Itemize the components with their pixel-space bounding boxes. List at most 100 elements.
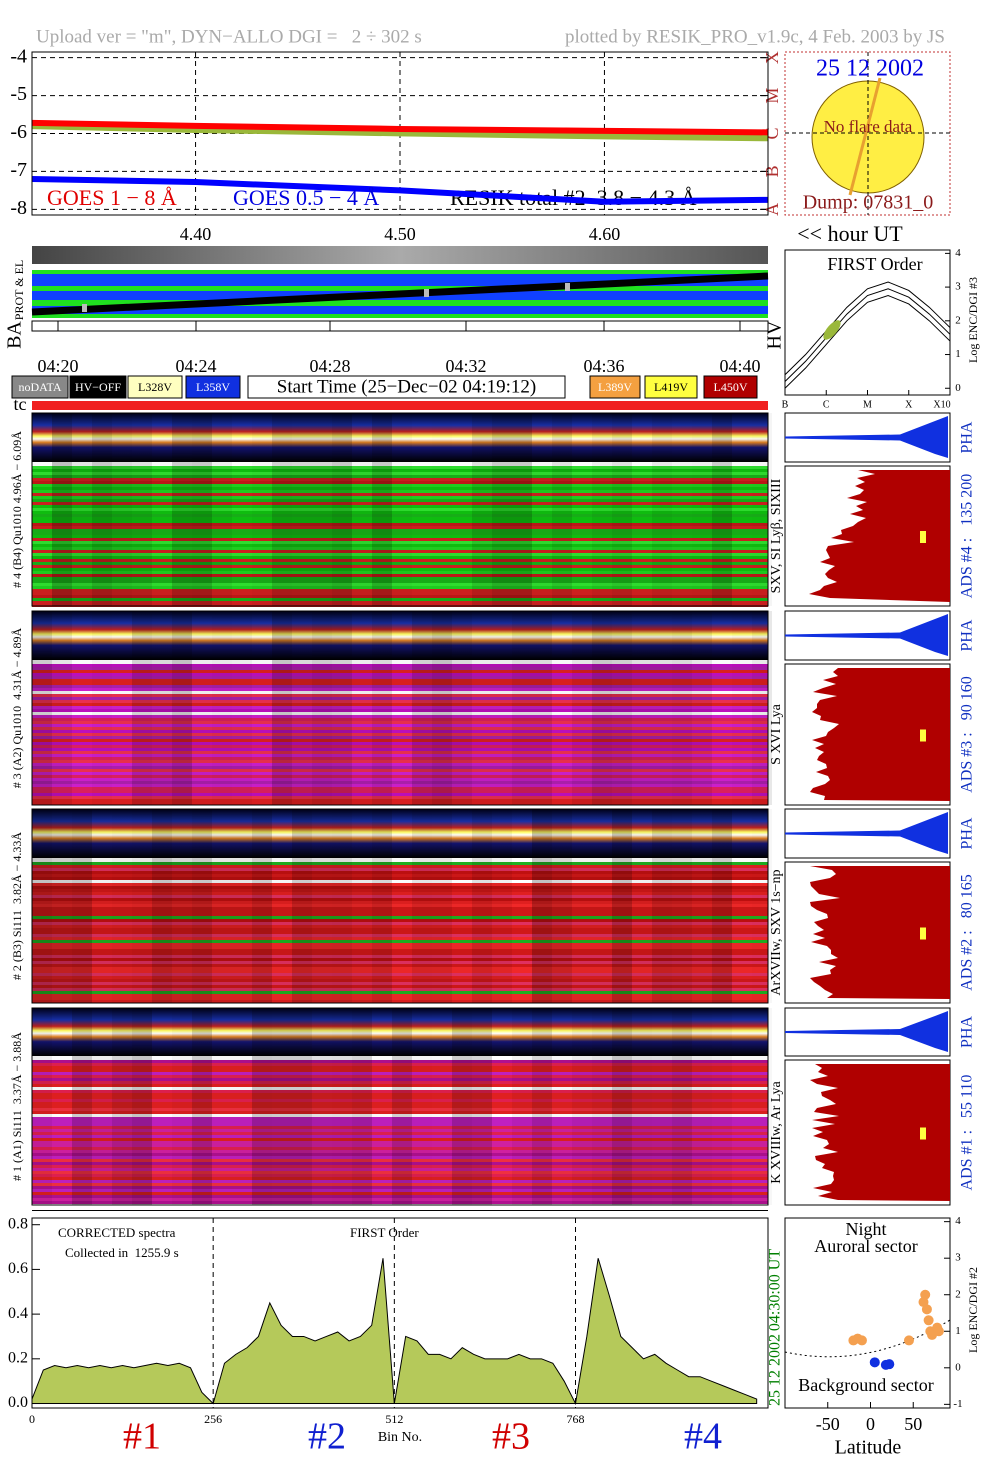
spectrogram-col [632, 809, 652, 1003]
spectrogram-col [752, 611, 772, 805]
plot-frame [31, 51, 769, 216]
spectrogram-col [692, 611, 712, 805]
spectrogram-col [52, 809, 72, 1003]
ads-marker [920, 1127, 926, 1140]
spectrogram-col [352, 809, 372, 1003]
spectrogram-col [632, 611, 652, 805]
y-tick-label: 1 [955, 1325, 961, 1337]
spectrogram-row [32, 781, 768, 784]
scatter-point [903, 1335, 914, 1346]
spectrogram-col [232, 809, 252, 1003]
spectrogram-row [32, 511, 768, 514]
section-label: #3 [492, 1416, 530, 1458]
spectrogram-col [312, 413, 332, 606]
scatter-point [856, 1335, 867, 1346]
spectrogram-row [32, 499, 768, 502]
spectrogram-row [32, 940, 768, 943]
spectrogram-col [652, 1008, 672, 1205]
spectrogram-col [432, 611, 452, 805]
spectrogram-row [32, 508, 768, 511]
spectrogram-col [472, 611, 492, 805]
spectrogram-row [32, 937, 768, 940]
spectrogram-row [32, 790, 768, 793]
spectrogram-col [92, 413, 112, 606]
spectrogram-col [52, 1008, 72, 1205]
annotation: Collected in 1255.9 s [65, 1245, 179, 1260]
plot-bg [785, 250, 950, 395]
spectrogram-col [152, 611, 172, 805]
spectrogram-col [572, 809, 592, 1003]
annotation: CORRECTED spectra [58, 1225, 176, 1240]
y-tick-label: 0.8 [8, 1215, 28, 1232]
detector-label: # 2 (B3) Si111 3.82Å − 4.33Å [10, 832, 24, 981]
spectrogram-col [372, 809, 392, 1003]
time-tick-label: 04:36 [583, 356, 624, 376]
spectrogram-row [32, 472, 768, 475]
status-bar [32, 314, 768, 318]
spectrogram-row [32, 973, 768, 976]
status-label: HV [764, 320, 786, 349]
spectrogram-row [32, 565, 768, 568]
spectrogram-row [32, 577, 768, 580]
spectrogram-col [592, 611, 612, 805]
spectrogram-col [92, 611, 112, 805]
y-tick-label: -5 [10, 83, 27, 105]
spectrogram-row [32, 1177, 768, 1180]
detector-label: # 3 (A2) Qu1010 4.31Å − 4.89Å [10, 627, 24, 788]
status-bars [31, 246, 769, 332]
spectrogram-row [32, 1081, 768, 1084]
spectrogram-row [32, 580, 768, 583]
ads-histogram [810, 866, 950, 999]
spectrogram-col [692, 413, 712, 606]
spectrogram-row [32, 1093, 768, 1096]
spectrogram-row [32, 970, 768, 973]
spectrogram-row [32, 1174, 768, 1177]
spectrogram-row [32, 682, 768, 685]
status-bar [32, 270, 768, 274]
y-tick-label: 4 [955, 247, 961, 259]
section-label: #2 [308, 1416, 346, 1458]
marker [82, 304, 87, 312]
spectrogram-col [372, 413, 392, 606]
spectrogram-row [32, 904, 768, 907]
x-tick-label: B [782, 399, 789, 410]
spectrogram-col [72, 809, 92, 1003]
spectrogram-col [392, 809, 412, 1003]
spectrogram-row [32, 1000, 768, 1003]
spectrogram-col [432, 1008, 452, 1205]
spectrogram-col [92, 1008, 112, 1205]
spectrogram-col [252, 413, 272, 606]
spectrogram-col [452, 809, 472, 1003]
spectrogram-col [572, 1008, 592, 1205]
spectrogram-row [32, 1171, 768, 1174]
spectrogram-col [392, 413, 412, 606]
tc-bar [32, 401, 768, 410]
spectrogram-col [512, 413, 532, 606]
spectrogram-row [32, 865, 768, 868]
spectrogram-col [132, 809, 152, 1003]
ads-histogram [810, 668, 950, 801]
pha-label: PHA [959, 619, 976, 651]
spectrogram-row [32, 724, 768, 727]
y2-tick-label: X [762, 51, 782, 64]
spectrogram-row [32, 1099, 768, 1102]
spectrogram-row [32, 505, 768, 508]
spectrogram-row [32, 766, 768, 769]
spectrogram-col [152, 1008, 172, 1205]
legend-entry: GOES 1 − 8 Å [47, 185, 177, 210]
spectrogram-row [32, 532, 768, 535]
spectrogram-row [32, 697, 768, 700]
spectrogram-col [32, 809, 52, 1003]
spectrogram-col [212, 413, 232, 606]
spectrogram-row [32, 967, 768, 970]
spectrogram-row [32, 796, 768, 799]
spectrogram-col [452, 611, 472, 805]
legend-box [703, 375, 758, 399]
spectrogram-row [32, 1165, 768, 1168]
spectrogram-col [732, 611, 752, 805]
spectrogram-row [32, 751, 768, 754]
boundary [784, 1319, 951, 1358]
ads-label: ADS #4 : 135 200 [959, 474, 976, 598]
ads-marker [920, 729, 926, 742]
